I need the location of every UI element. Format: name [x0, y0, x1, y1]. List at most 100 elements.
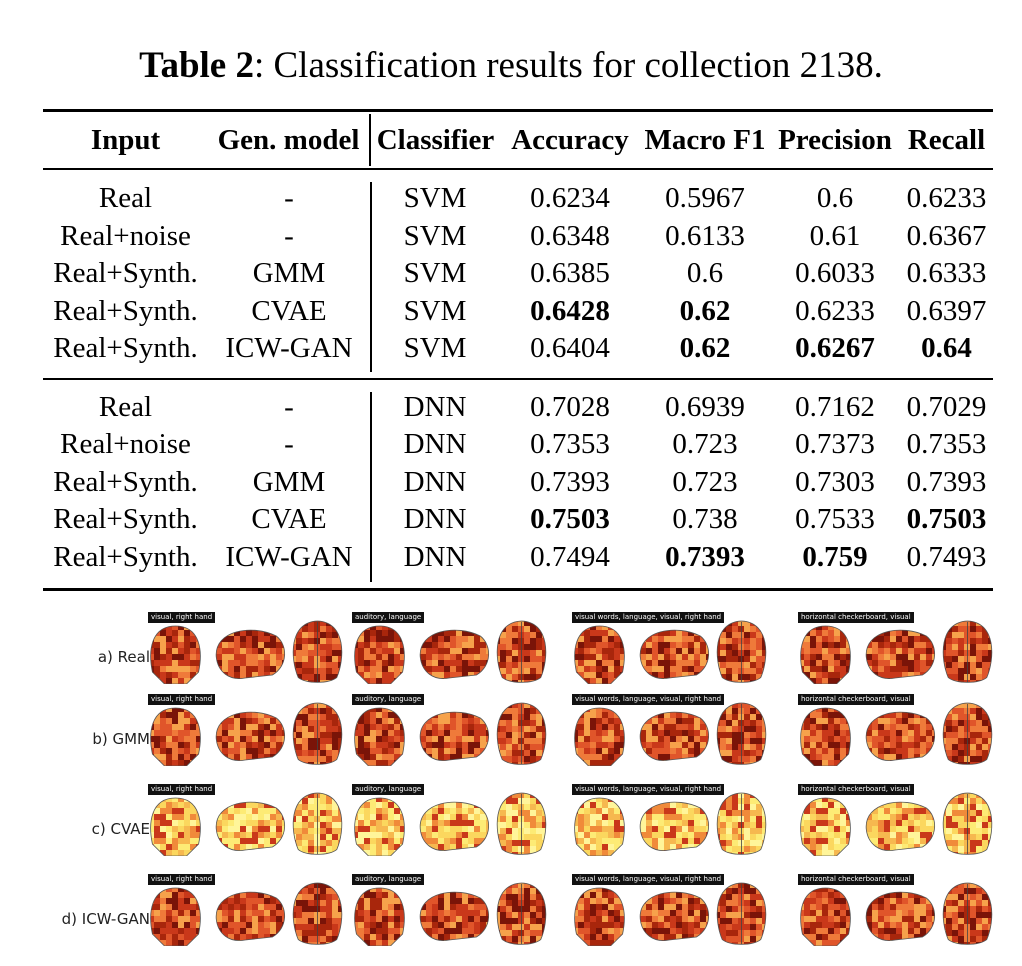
brain-view-front — [798, 796, 853, 861]
brain-map-panel: visual words, language, visual, right ha… — [572, 612, 777, 686]
table-cell: 0.6233 — [906, 182, 987, 215]
header-row: Input Gen. model Classifier Accuracy Mac… — [43, 114, 993, 166]
figure-row-label: b) GMM — [92, 730, 150, 748]
brain-view-front — [572, 796, 627, 861]
brain-map-tag: horizontal checkerboard, visual — [798, 784, 914, 795]
table-cell: 0.7353 — [906, 428, 987, 461]
table-cell: GMM — [252, 465, 326, 498]
brain-view-top — [290, 882, 345, 951]
brain-view-side — [210, 706, 288, 771]
table-cell: 0.6939 — [665, 390, 745, 423]
brain-view-side — [634, 706, 712, 771]
bottom-rule — [43, 588, 993, 591]
figure-row-label: d) ICW-GAN — [61, 910, 150, 928]
brain-map-tag: auditory, language — [352, 694, 425, 705]
brain-view-side — [414, 706, 492, 771]
table-cell: - — [284, 390, 294, 423]
brain-map-panel: auditory, language — [352, 874, 557, 948]
table-cell: DNN — [403, 540, 467, 573]
column-separator — [370, 182, 372, 372]
brain-map-tag: horizontal checkerboard, visual — [798, 694, 914, 705]
brain-view-side — [414, 624, 492, 689]
brain-map-tag: horizontal checkerboard, visual — [798, 874, 914, 885]
brain-map-panel: visual, right hand — [148, 612, 353, 686]
table-row: Real+Synth. CVAE DNN 0.7503 0.738 0.7533 0.750… — [43, 501, 993, 539]
brain-map-tag: auditory, language — [352, 874, 425, 885]
brain-view-side — [860, 886, 938, 951]
table-cell: 0.6 — [686, 257, 724, 290]
table-cell: 0.6 — [816, 182, 854, 215]
header-cell: Recall — [907, 123, 986, 156]
brain-view-front — [352, 624, 407, 689]
table-cell: 0.6404 — [530, 332, 610, 365]
brain-view-top — [940, 702, 995, 771]
figure-row-label: a) Real — [97, 648, 150, 666]
table-cell: 0.723 — [672, 428, 738, 461]
table-cell: 0.62 — [679, 332, 731, 365]
table-cell: 0.6267 — [795, 332, 875, 365]
brain-view-side — [860, 796, 938, 861]
table-cell: - — [284, 182, 294, 215]
table-row: Real+Synth. GMM SVM 0.6385 0.6 0.6033 0.6333 — [43, 255, 993, 293]
brain-view-top — [290, 792, 345, 861]
table-cell: 0.6348 — [530, 219, 610, 252]
table-cell: 0.6233 — [795, 294, 875, 327]
table-cell: Real+noise — [60, 219, 191, 252]
table-cell: 0.7393 — [530, 465, 610, 498]
table-cell: Real — [98, 390, 153, 423]
brain-view-side — [414, 886, 492, 951]
table-cell: 0.7393 — [665, 540, 745, 573]
brain-view-side — [634, 796, 712, 861]
brain-map-tag: visual, right hand — [148, 784, 216, 795]
brain-view-top — [494, 702, 549, 771]
table-cell: 0.64 — [921, 332, 972, 365]
brain-map-panel: auditory, language — [352, 612, 557, 686]
table-cell: GMM — [252, 257, 326, 290]
brain-map-panel: horizontal checkerboard, visual — [798, 612, 1003, 686]
header-cell: Classifier — [376, 123, 495, 156]
table-cell: 0.738 — [672, 503, 738, 536]
brain-view-side — [860, 624, 938, 689]
brain-view-side — [860, 706, 938, 771]
column-separator — [370, 392, 372, 582]
table-caption: Table 2: Classification results for coll… — [0, 44, 1022, 87]
header-cell: Accuracy — [511, 123, 629, 156]
brain-map-panel: visual, right hand — [148, 694, 353, 768]
brain-map-panel: auditory, language — [352, 694, 557, 768]
brain-map-panel: horizontal checkerboard, visual — [798, 694, 1003, 768]
brain-view-side — [210, 886, 288, 951]
table-cell: 0.7503 — [906, 503, 987, 536]
table-cell: 0.7493 — [906, 540, 987, 573]
table-row: Real+noise - DNN 0.7353 0.723 0.7373 0.7353 — [43, 426, 993, 464]
brain-map-panel: visual words, language, visual, right ha… — [572, 874, 777, 948]
top-rule — [43, 109, 993, 112]
table-cell: 0.6234 — [530, 182, 610, 215]
brain-map-tag: visual, right hand — [148, 612, 216, 623]
table-cell: 0.6367 — [906, 219, 987, 252]
spacer-row — [43, 368, 993, 389]
brain-view-top — [940, 620, 995, 689]
brain-view-top — [714, 792, 769, 861]
figure-row-label: c) CVAE — [91, 820, 150, 838]
table-cell: 0.7353 — [530, 428, 610, 461]
table-cell: 0.7494 — [530, 540, 610, 573]
table-cell: 0.5967 — [665, 182, 745, 215]
brain-view-top — [494, 620, 549, 689]
table-cell: 0.6385 — [530, 257, 610, 290]
table-row: Real+noise - SVM 0.6348 0.6133 0.61 0.6367 — [43, 218, 993, 256]
brain-view-top — [714, 882, 769, 951]
table-cell: - — [284, 219, 294, 252]
brain-map-tag: auditory, language — [352, 612, 425, 623]
table-row: Real+Synth. CVAE SVM 0.6428 0.62 0.6233 0.6397 — [43, 293, 993, 331]
table-row: Real+Synth. ICW-GAN SVM 0.6404 0.62 0.6267 0.6… — [43, 330, 993, 368]
table-cell: 0.7533 — [795, 503, 875, 536]
table-cell: SVM — [403, 219, 467, 252]
table-cell: SVM — [403, 182, 467, 215]
table-cell: 0.62 — [679, 294, 731, 327]
brain-map-tag: visual words, language, visual, right ha… — [572, 694, 725, 705]
table-cell: Real+Synth. — [53, 540, 198, 573]
table-body: Real - SVM 0.6234 0.5967 0.6 0.6233 Real+noise -… — [43, 166, 993, 576]
brain-view-side — [210, 796, 288, 861]
brain-view-side — [210, 624, 288, 689]
table-row: Real+Synth. ICW-GAN DNN 0.7494 0.7393 0.759 0.… — [43, 539, 993, 577]
